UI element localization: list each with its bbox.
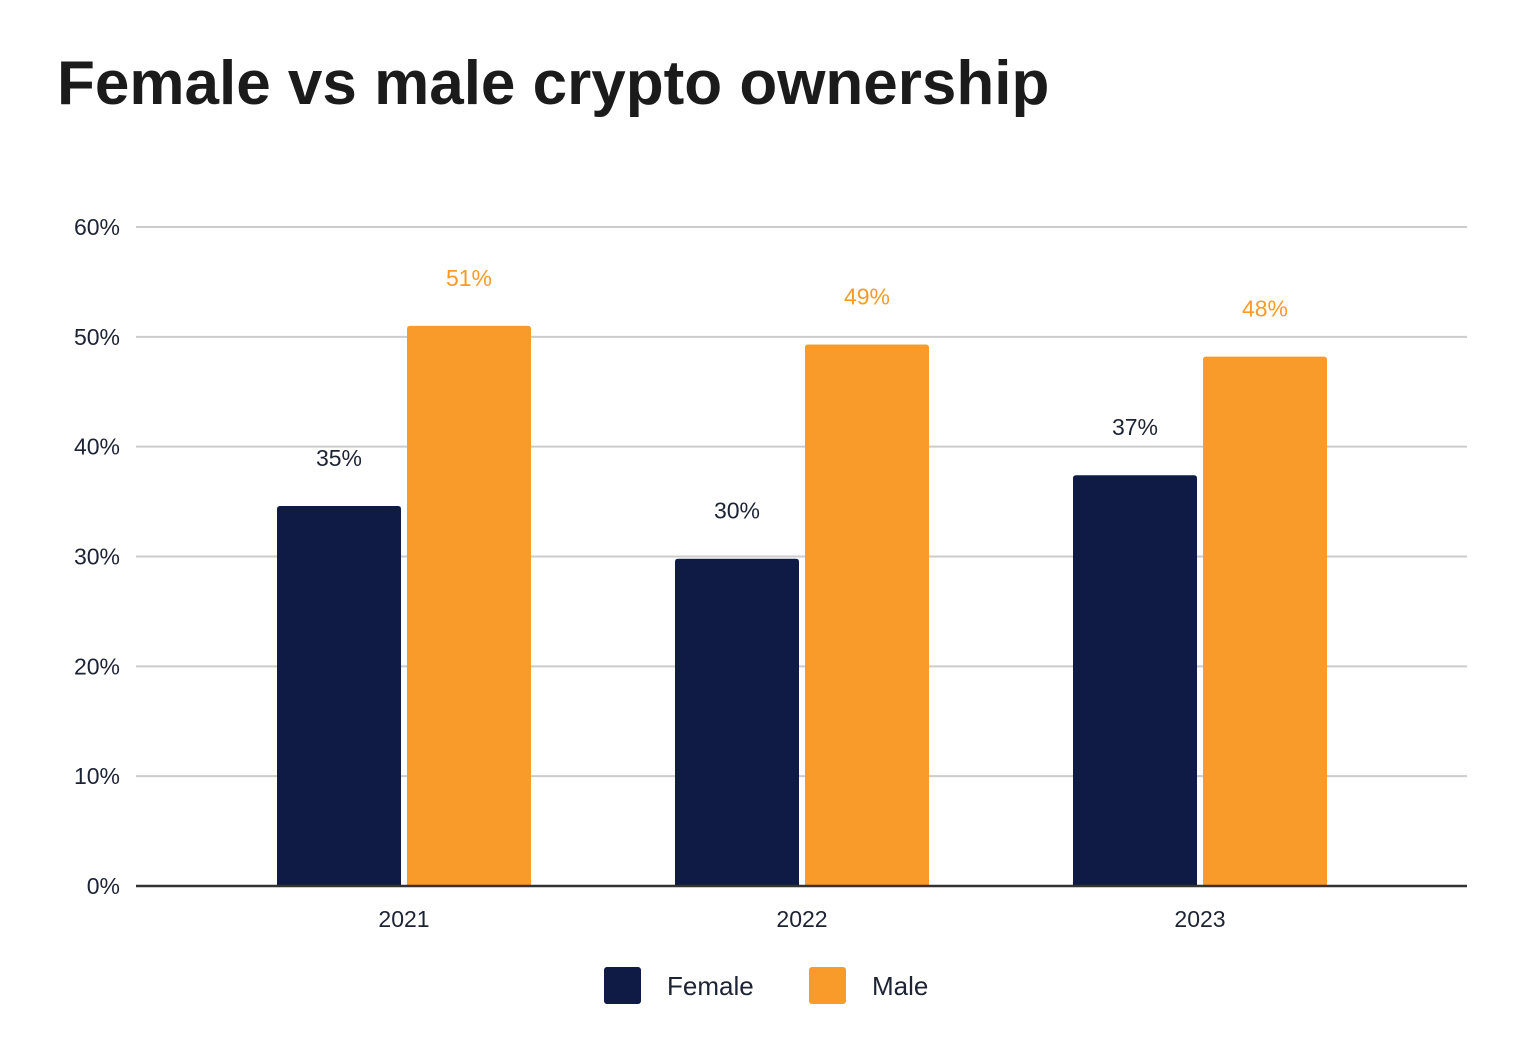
x-tick-label: 2021 [378, 906, 429, 932]
x-tick-label: 2022 [776, 906, 827, 932]
bar-male-2023 [1203, 356, 1327, 886]
legend-swatch-female [604, 967, 641, 1004]
data-label-male-2021: 51% [446, 265, 492, 291]
legend-label-male: Male [872, 971, 928, 1001]
y-tick-label: 10% [74, 763, 120, 789]
bar-male-2022 [805, 344, 929, 886]
y-tick-label: 0% [87, 873, 120, 899]
legend-swatch-male [809, 967, 846, 1004]
x-tick-label: 2023 [1174, 906, 1225, 932]
chart-title: Female vs male crypto ownership [57, 49, 1050, 118]
y-tick-label: 20% [74, 653, 120, 679]
data-label-male-2023: 48% [1242, 296, 1288, 322]
bar-male-2021 [407, 325, 531, 887]
y-tick-label: 50% [74, 324, 120, 350]
bar-female-2023 [1073, 475, 1197, 886]
data-label-female-2023: 37% [1112, 414, 1158, 440]
bar-female-2021 [277, 505, 401, 886]
data-label-female-2022: 30% [714, 498, 760, 524]
y-tick-label: 40% [74, 434, 120, 460]
y-tick-label: 60% [74, 214, 120, 240]
legend-label-female: Female [667, 971, 754, 1001]
data-label-female-2021: 35% [316, 445, 362, 471]
bar-female-2022 [675, 558, 799, 886]
y-tick-label: 30% [74, 544, 120, 570]
data-label-male-2022: 49% [844, 284, 890, 310]
